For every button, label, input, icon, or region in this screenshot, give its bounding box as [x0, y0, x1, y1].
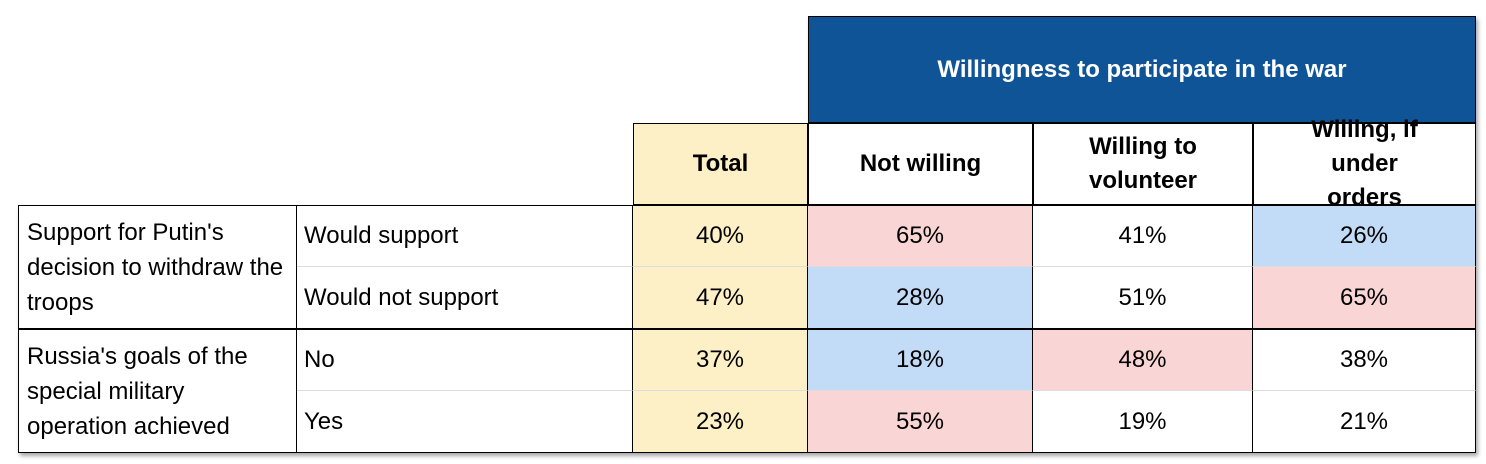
- row-label: No: [297, 329, 633, 391]
- value-cell: 55%: [808, 391, 1033, 453]
- group-header: Willingness to participate in the war: [808, 16, 1476, 123]
- value-cell: 41%: [1033, 205, 1253, 267]
- column-header: Total: [633, 123, 808, 205]
- row-label: Would not support: [297, 267, 633, 329]
- row-label: Would support: [297, 205, 633, 267]
- group-label: Russia's goals of the special military o…: [18, 329, 297, 453]
- value-cell: 18%: [808, 329, 1033, 391]
- value-cell: 28%: [808, 267, 1033, 329]
- column-header: Willing to volunteer: [1033, 123, 1253, 205]
- value-cell: 47%: [633, 267, 808, 329]
- value-cell: 37%: [633, 329, 808, 391]
- group-label: Support for Putin's decision to withdraw…: [18, 205, 297, 329]
- column-header: Willing, if under orders: [1253, 116, 1476, 211]
- row-label: Yes: [297, 391, 633, 453]
- column-header: Not willing: [808, 123, 1033, 205]
- value-cell: 26%: [1253, 205, 1476, 267]
- value-cell: 40%: [633, 205, 808, 267]
- value-cell: 65%: [1253, 267, 1476, 329]
- value-cell: 51%: [1033, 267, 1253, 329]
- value-cell: 38%: [1253, 329, 1476, 391]
- value-cell: 21%: [1253, 391, 1476, 453]
- value-cell: 65%: [808, 205, 1033, 267]
- value-cell: 48%: [1033, 329, 1253, 391]
- value-cell: 23%: [633, 391, 808, 453]
- value-cell: 19%: [1033, 391, 1253, 453]
